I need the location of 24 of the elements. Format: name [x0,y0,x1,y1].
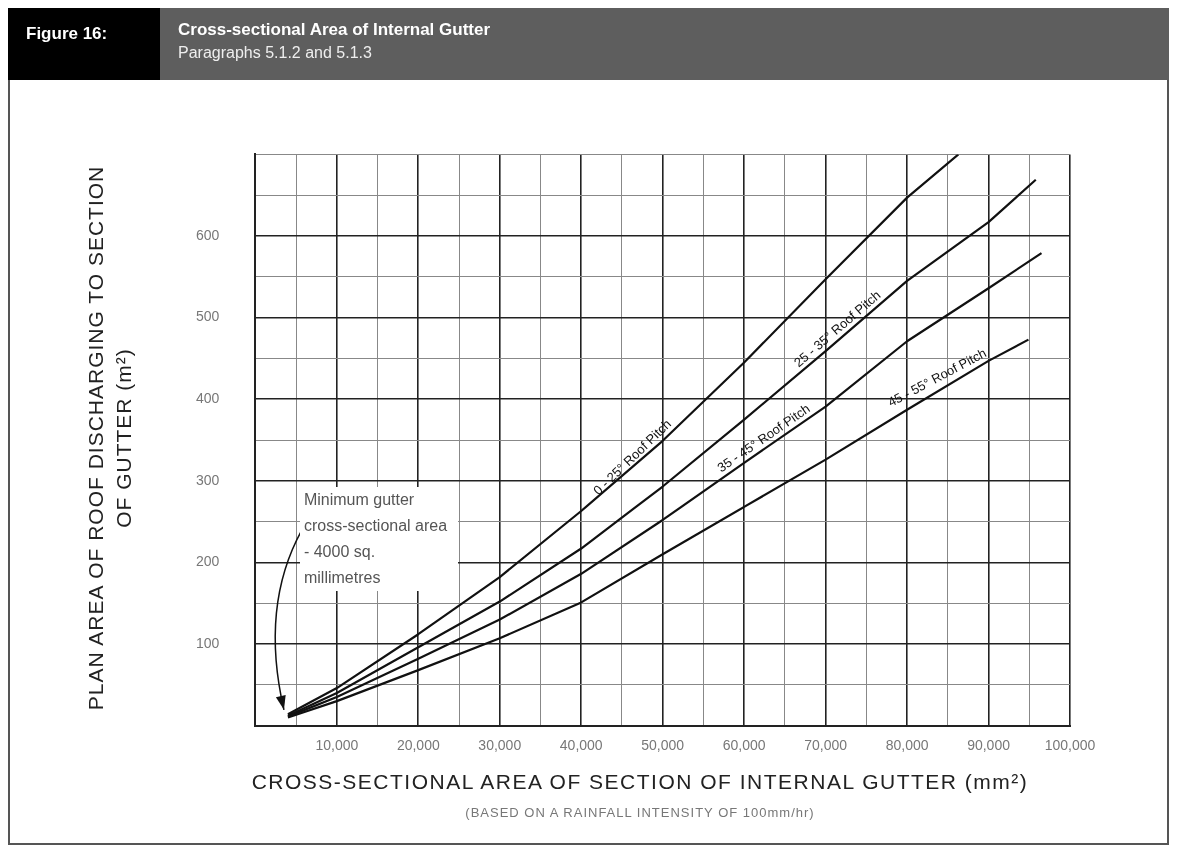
text: 45 - 55° Roof Pitch [885,345,989,410]
x-tick-label: 20,000 [396,736,440,753]
text: (BASED ON A RAINFALL INTENSITY OF 100mm/hr) [464,805,816,820]
x-tick-label: 40,000 [559,736,603,753]
y-tick-label: 100 [196,634,220,651]
x-tick-label: 10,000 [315,736,359,753]
y-tick-label: 300 [196,471,220,488]
x-tick-label: 100,000 [1044,736,1096,753]
caption: Figure 16: [8,8,160,80]
x-tick-label: 90,000 [967,736,1011,753]
x-tick-label: 50,000 [641,736,685,753]
y-tick-label: 600 [196,226,220,243]
annotation: Minimum gutter cross-sectional area - 4000 sq. millimetres [299,486,458,591]
chart-subtitle: Paragraphs 5.1.2 and 5.1.3 [178,44,373,62]
x-tick-label: 80,000 [885,736,929,753]
y-tick-label: 200 [196,553,220,570]
y-tick-label: 500 [196,308,220,325]
x-tick-label: 60,000 [722,736,766,753]
x-tick-label: 30,000 [478,736,522,753]
x-axis-title: CROSS-SECTIONAL AREA OF SECTION OF INTERNAL GUTTER (mm²) [250,770,1030,794]
y-tick-label: 400 [196,390,220,407]
chart-title: Cross-sectional Area of Internal Gutter [178,20,492,40]
y-axis-title: PLAN AREA OF ROOF DISCHARGING TO SECTION OF GUTTER (m²) [83,164,136,713]
x-tick-label: 70,000 [804,736,848,753]
